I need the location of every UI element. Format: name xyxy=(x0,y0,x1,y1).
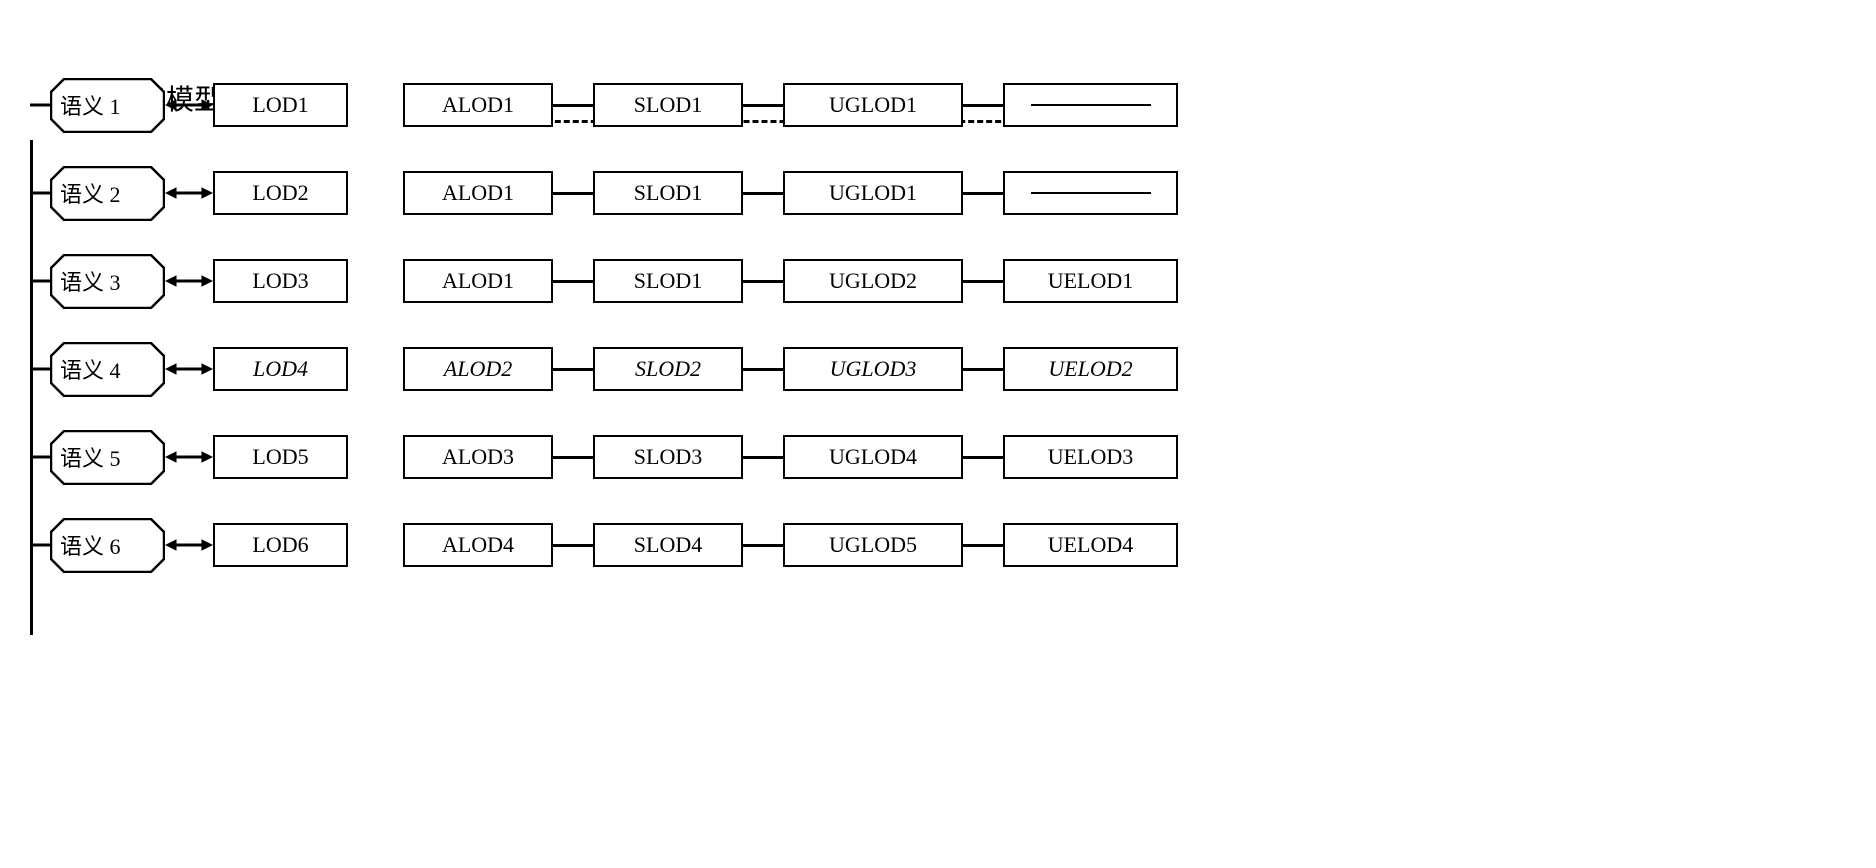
connector-line xyxy=(553,456,593,459)
double-arrow-icon xyxy=(165,535,213,555)
double-arrow-icon xyxy=(165,359,213,379)
a-box: ALOD3 xyxy=(403,435,553,479)
double-arrow-icon xyxy=(165,183,213,203)
table-row: 语义 2 LOD2 ALOD1 SLOD1 UGLOD1 xyxy=(20,158,1520,228)
ue-box: UELOD1 xyxy=(1003,259,1178,303)
branch-tick xyxy=(30,104,52,107)
ug-box: UGLOD1 xyxy=(783,83,963,127)
s-box: SLOD1 xyxy=(593,83,743,127)
connector-line xyxy=(553,280,593,283)
ue-box xyxy=(1003,171,1178,215)
connector-line xyxy=(553,104,593,107)
semantic-label: 语义 6 xyxy=(60,529,121,561)
semantic-octagon: 语义 3 xyxy=(50,254,165,309)
ue-box: UELOD4 xyxy=(1003,523,1178,567)
table-row: 语义 5 LOD5 ALOD3 SLOD3 UGLOD4 UELOD3 xyxy=(20,422,1520,492)
table-row: 语义 6 LOD6 ALOD4 SLOD4 UGLOD5 UELOD4 xyxy=(20,510,1520,580)
lod-box: LOD3 xyxy=(213,259,348,303)
lod-box: LOD6 xyxy=(213,523,348,567)
connector-line xyxy=(963,368,1003,371)
ue-box xyxy=(1003,83,1178,127)
connector-line xyxy=(743,280,783,283)
connector-line xyxy=(963,280,1003,283)
table-row: 语义 3 LOD3 ALOD1 SLOD1 UGLOD2 UELOD1 xyxy=(20,246,1520,316)
ug-box: UGLOD2 xyxy=(783,259,963,303)
double-arrow-icon xyxy=(165,447,213,467)
connector-line xyxy=(743,192,783,195)
connector-line xyxy=(963,104,1003,107)
semantic-label: 语义 2 xyxy=(60,177,121,209)
a-box: ALOD1 xyxy=(403,83,553,127)
connector-line xyxy=(743,104,783,107)
connector-line xyxy=(963,192,1003,195)
empty-line-icon xyxy=(1031,104,1151,107)
semantic-octagon: 语义 4 xyxy=(50,342,165,397)
ue-box: UELOD3 xyxy=(1003,435,1178,479)
lod-box: LOD5 xyxy=(213,435,348,479)
branch-tick xyxy=(30,456,52,459)
connector-line xyxy=(963,544,1003,547)
lod-box: LOD2 xyxy=(213,171,348,215)
semantic-label: 语义 1 xyxy=(60,89,121,121)
semantic-octagon: 语义 2 xyxy=(50,166,165,221)
ue-box: UELOD2 xyxy=(1003,347,1178,391)
connector-line xyxy=(553,368,593,371)
semantic-octagon: 语义 6 xyxy=(50,518,165,573)
s-box: SLOD2 xyxy=(593,347,743,391)
semantic-label: 语义 4 xyxy=(60,353,121,385)
connector-line xyxy=(553,192,593,195)
a-box: ALOD1 xyxy=(403,171,553,215)
a-box: ALOD2 xyxy=(403,347,553,391)
ug-box: UGLOD1 xyxy=(783,171,963,215)
branch-tick xyxy=(30,280,52,283)
double-arrow-icon xyxy=(165,95,213,115)
semantic-octagon: 语义 1 xyxy=(50,78,165,133)
diagram-root: 集成模型 地上(A) 地形(S) 地下(U) 语义 1 LOD1ALOD1SLO… xyxy=(20,70,1520,580)
semantic-label: 语义 5 xyxy=(60,441,121,473)
branch-tick xyxy=(30,544,52,547)
ug-box: UGLOD4 xyxy=(783,435,963,479)
double-arrow-icon xyxy=(165,271,213,291)
table-row: 语义 1 LOD1 ALOD1 SLOD1 UGLOD1 xyxy=(20,70,1520,140)
s-box: SLOD1 xyxy=(593,259,743,303)
rows-area: 语义 1 LOD1 ALOD1 SLOD1 UGLOD1 语义 2 LOD2 ALOD1… xyxy=(20,70,1520,580)
a-box: ALOD1 xyxy=(403,259,553,303)
ug-box: UGLOD5 xyxy=(783,523,963,567)
s-box: SLOD3 xyxy=(593,435,743,479)
semantic-label: 语义 3 xyxy=(60,265,121,297)
connector-line xyxy=(963,456,1003,459)
a-box: ALOD4 xyxy=(403,523,553,567)
empty-line-icon xyxy=(1031,192,1151,195)
semantic-octagon: 语义 5 xyxy=(50,430,165,485)
branch-tick xyxy=(30,192,52,195)
s-box: SLOD4 xyxy=(593,523,743,567)
s-box: SLOD1 xyxy=(593,171,743,215)
branch-tick xyxy=(30,368,52,371)
table-row: 语义 4 LOD4 ALOD2 SLOD2 UGLOD3 UELOD2 xyxy=(20,334,1520,404)
connector-line xyxy=(743,456,783,459)
connector-line xyxy=(553,544,593,547)
connector-line xyxy=(743,544,783,547)
ug-box: UGLOD3 xyxy=(783,347,963,391)
lod-box: LOD4 xyxy=(213,347,348,391)
connector-line xyxy=(743,368,783,371)
lod-box: LOD1 xyxy=(213,83,348,127)
